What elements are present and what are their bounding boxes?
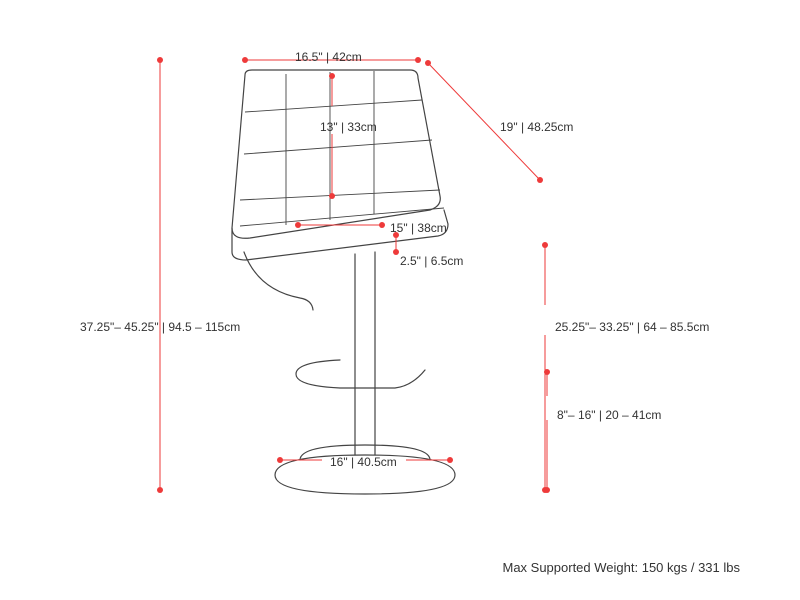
label-max-weight: Max Supported Weight: 150 kgs / 331 lbs bbox=[502, 560, 740, 575]
label-top-width: 16.5" | 42cm bbox=[295, 50, 362, 64]
label-overall-height: 37.25"– 45.25" | 94.5 – 115cm bbox=[80, 320, 240, 334]
label-seat-depth: 15" | 38cm bbox=[390, 221, 447, 235]
label-base-diameter: 16" | 40.5cm bbox=[330, 455, 397, 469]
label-footrest-height: 8"– 16" | 20 – 41cm bbox=[557, 408, 661, 422]
label-back-diag: 19" | 48.25cm bbox=[500, 120, 573, 134]
stool-diagram bbox=[0, 0, 800, 600]
label-seat-height: 25.25"– 33.25" | 64 – 85.5cm bbox=[555, 320, 709, 334]
label-seat-thick: 2.5" | 6.5cm bbox=[400, 254, 463, 268]
label-back-height: 13" | 33cm bbox=[320, 120, 377, 134]
